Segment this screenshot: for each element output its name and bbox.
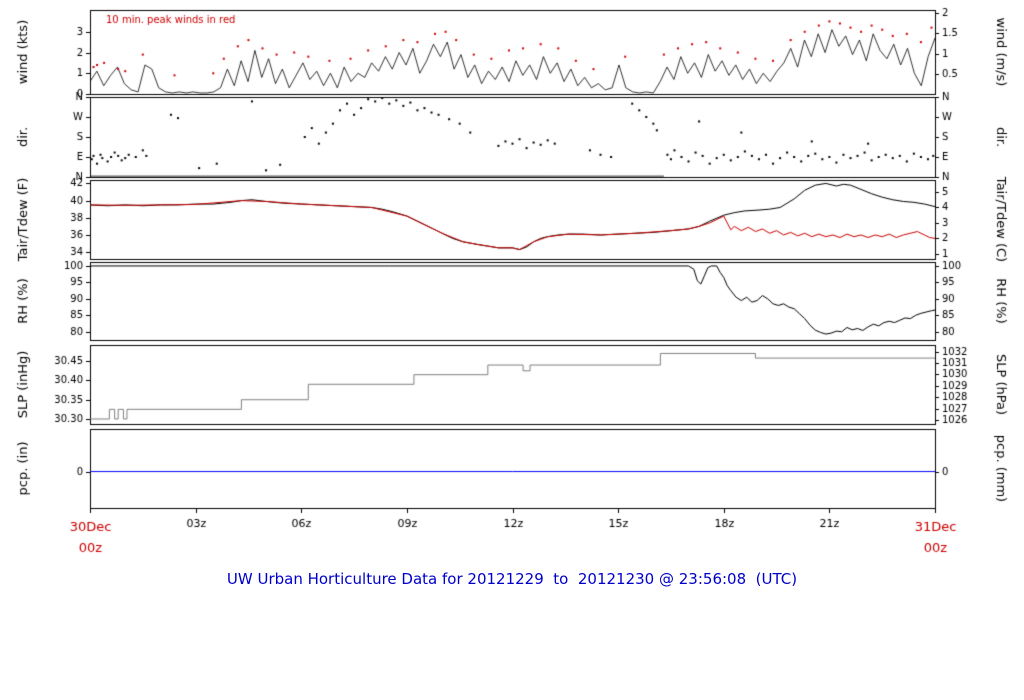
meteogram-canvas (0, 0, 1024, 560)
chart-title: UW Urban Horticulture Data for 20121229 … (226, 570, 798, 588)
